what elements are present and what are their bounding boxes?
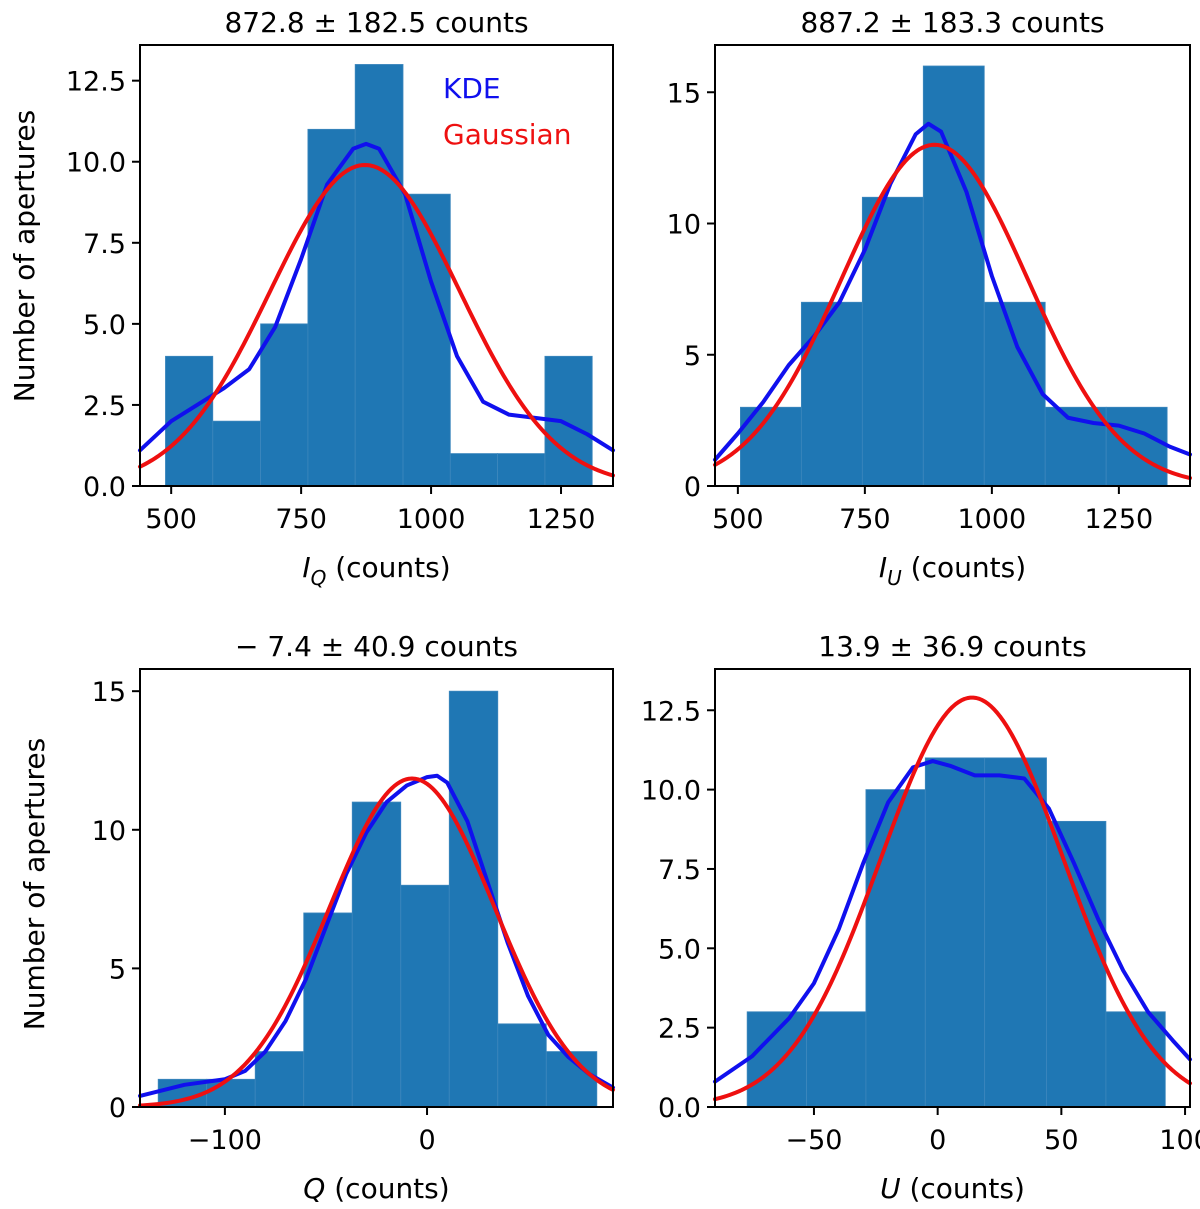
legend-entry-kde: KDE (443, 72, 501, 105)
x-tick-label: −50 (785, 1125, 842, 1156)
histogram-bar (307, 128, 356, 487)
histogram-bar (254, 1051, 305, 1108)
histogram-bar (449, 453, 499, 487)
panel-1: 500 750 1000 1250 0.0 2.5 5.0 7.5 10.0 12.5 872.8 … (66, 6, 615, 590)
histogram-bar (983, 301, 1046, 487)
y-tick-label: 10 (92, 816, 126, 847)
y-tick-label: 5.0 (658, 934, 701, 965)
x-tick-label: 50 (1044, 1125, 1078, 1156)
y-tick-label: 5 (684, 341, 701, 372)
y-tick-label: 10 (667, 210, 701, 241)
gaussian-curve (713, 695, 1192, 1102)
histogram-bar (924, 757, 986, 1108)
histogram-bar (984, 757, 1047, 1108)
y-tick-label: 10.0 (641, 776, 701, 807)
x-axis-label: IQ (counts) (302, 551, 450, 590)
kde-curve (713, 759, 1192, 1084)
y-axis-label-top: Number of apertures (8, 110, 41, 402)
y-axis-label-bottom: Number of apertures (18, 738, 51, 1030)
histogram-bar (206, 1078, 256, 1108)
y-tick-label: 0 (109, 1093, 126, 1124)
histogram-bar (800, 301, 863, 487)
x-tick-label: 0 (418, 1125, 435, 1156)
x-tick-label: 1250 (527, 504, 596, 535)
y-tick-label: 0.0 (658, 1093, 701, 1124)
histogram-bar (746, 1011, 807, 1108)
x-axis-label: IU (counts) (879, 551, 1026, 590)
panel-3: −100 0 0 5 10 15 − 7.4 ± 40.9 counts Q (counts) (92, 630, 615, 1205)
histogram-bar (212, 420, 261, 487)
y-tick-label: 7.5 (83, 229, 126, 260)
panel-title: 872.8 ± 182.5 counts (224, 6, 528, 39)
panel-title: − 7.4 ± 40.9 counts (235, 630, 518, 663)
y-tick-label: 2.5 (83, 391, 126, 422)
histogram-bar (497, 1023, 547, 1108)
y-tick-label: 5 (109, 954, 126, 985)
histogram-bar (260, 323, 309, 487)
y-tick-label: 7.5 (658, 855, 701, 886)
x-tick-label: 1000 (958, 504, 1027, 535)
axes-frame (139, 668, 614, 1108)
axes-frame (714, 44, 1191, 487)
x-tick-label: 1000 (397, 504, 466, 535)
histogram-bar (354, 64, 404, 487)
x-tick-label: 750 (839, 504, 891, 535)
panel-2: 500 750 1000 1250 0 5 10 15 887.2 ± 183.3 counts… (667, 6, 1192, 590)
axes-frame (139, 44, 614, 487)
x-tick-label: 500 (145, 504, 197, 535)
y-tick-label: 0 (684, 472, 701, 503)
x-axis-label: Q (counts) (303, 1172, 449, 1205)
histogram-bar (1105, 406, 1168, 487)
y-tick-label: 0.0 (83, 472, 126, 503)
histogram-bar (922, 65, 985, 487)
legend-entry-gaussian: Gaussian (443, 118, 571, 151)
histogram-bar (351, 801, 402, 1108)
axes-frame (714, 668, 1191, 1108)
x-tick-label: 750 (275, 504, 327, 535)
kde-curve (138, 773, 615, 1098)
kde-curve (713, 121, 1192, 462)
x-tick-label: 500 (712, 504, 764, 535)
gaussian-curve (713, 142, 1192, 481)
histogram-bar (861, 196, 924, 487)
x-axis-label: U (counts) (880, 1172, 1025, 1205)
y-tick-label: 15 (667, 78, 701, 109)
y-tick-label: 15 (92, 677, 126, 708)
x-tick-label: 100 (1159, 1125, 1200, 1156)
histogram-bar (303, 912, 353, 1108)
gaussian-curve (138, 776, 615, 1108)
panel-title: 13.9 ± 36.9 counts (818, 630, 1086, 663)
y-tick-label: 10.0 (66, 148, 126, 179)
gaussian-curve (138, 162, 615, 478)
histogram-bar (806, 1011, 867, 1108)
x-tick-label: 1250 (1085, 504, 1154, 535)
panel-title: 887.2 ± 183.3 counts (800, 6, 1104, 39)
y-tick-label: 2.5 (658, 1014, 701, 1045)
x-tick-label: 0 (929, 1125, 946, 1156)
x-tick-label: −100 (188, 1125, 262, 1156)
y-tick-label: 5.0 (83, 310, 126, 341)
histogram-bar (400, 884, 450, 1108)
panel-4: −50 0 50 100 0.0 2.5 5.0 7.5 10.0 12.5 13.9 ± 36.9… (641, 630, 1200, 1205)
histogram-bar (497, 453, 546, 487)
histogram-bar (402, 193, 451, 487)
y-tick-label: 12.5 (66, 67, 126, 98)
y-tick-label: 12.5 (641, 696, 701, 727)
